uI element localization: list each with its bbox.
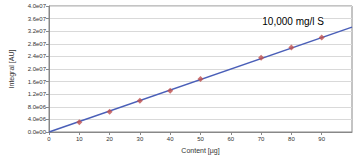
svg-text:0: 0 [47,136,51,142]
svg-text:10: 10 [76,136,83,142]
svg-text:80: 80 [288,136,295,142]
svg-text:3.2e07: 3.2e07 [28,28,47,34]
svg-text:4.0e06: 4.0e06 [28,116,47,122]
svg-text:40: 40 [167,136,174,142]
svg-text:30: 30 [137,136,144,142]
svg-text:90: 90 [318,136,325,142]
svg-text:1.2e07: 1.2e07 [28,91,47,97]
svg-text:2.4e07: 2.4e07 [28,53,47,59]
svg-text:4.0e07: 4.0e07 [28,3,47,9]
svg-text:1.6e07: 1.6e07 [28,79,47,85]
svg-text:Content [µg]: Content [µg] [181,147,219,155]
svg-text:8.0e06: 8.0e06 [28,104,47,110]
svg-text:70: 70 [258,136,265,142]
svg-text:10,000 mg/l S: 10,000 mg/l S [262,16,324,27]
svg-text:3.6e07: 3.6e07 [28,16,47,22]
svg-text:2.0e07: 2.0e07 [28,66,47,72]
svg-text:2.8e07: 2.8e07 [28,41,47,47]
svg-text:20: 20 [106,136,113,142]
svg-text:60: 60 [227,136,234,142]
svg-text:Integral [AU]: Integral [AU] [8,49,16,88]
svg-text:50: 50 [197,136,204,142]
svg-text:0.0e00: 0.0e00 [28,129,47,135]
